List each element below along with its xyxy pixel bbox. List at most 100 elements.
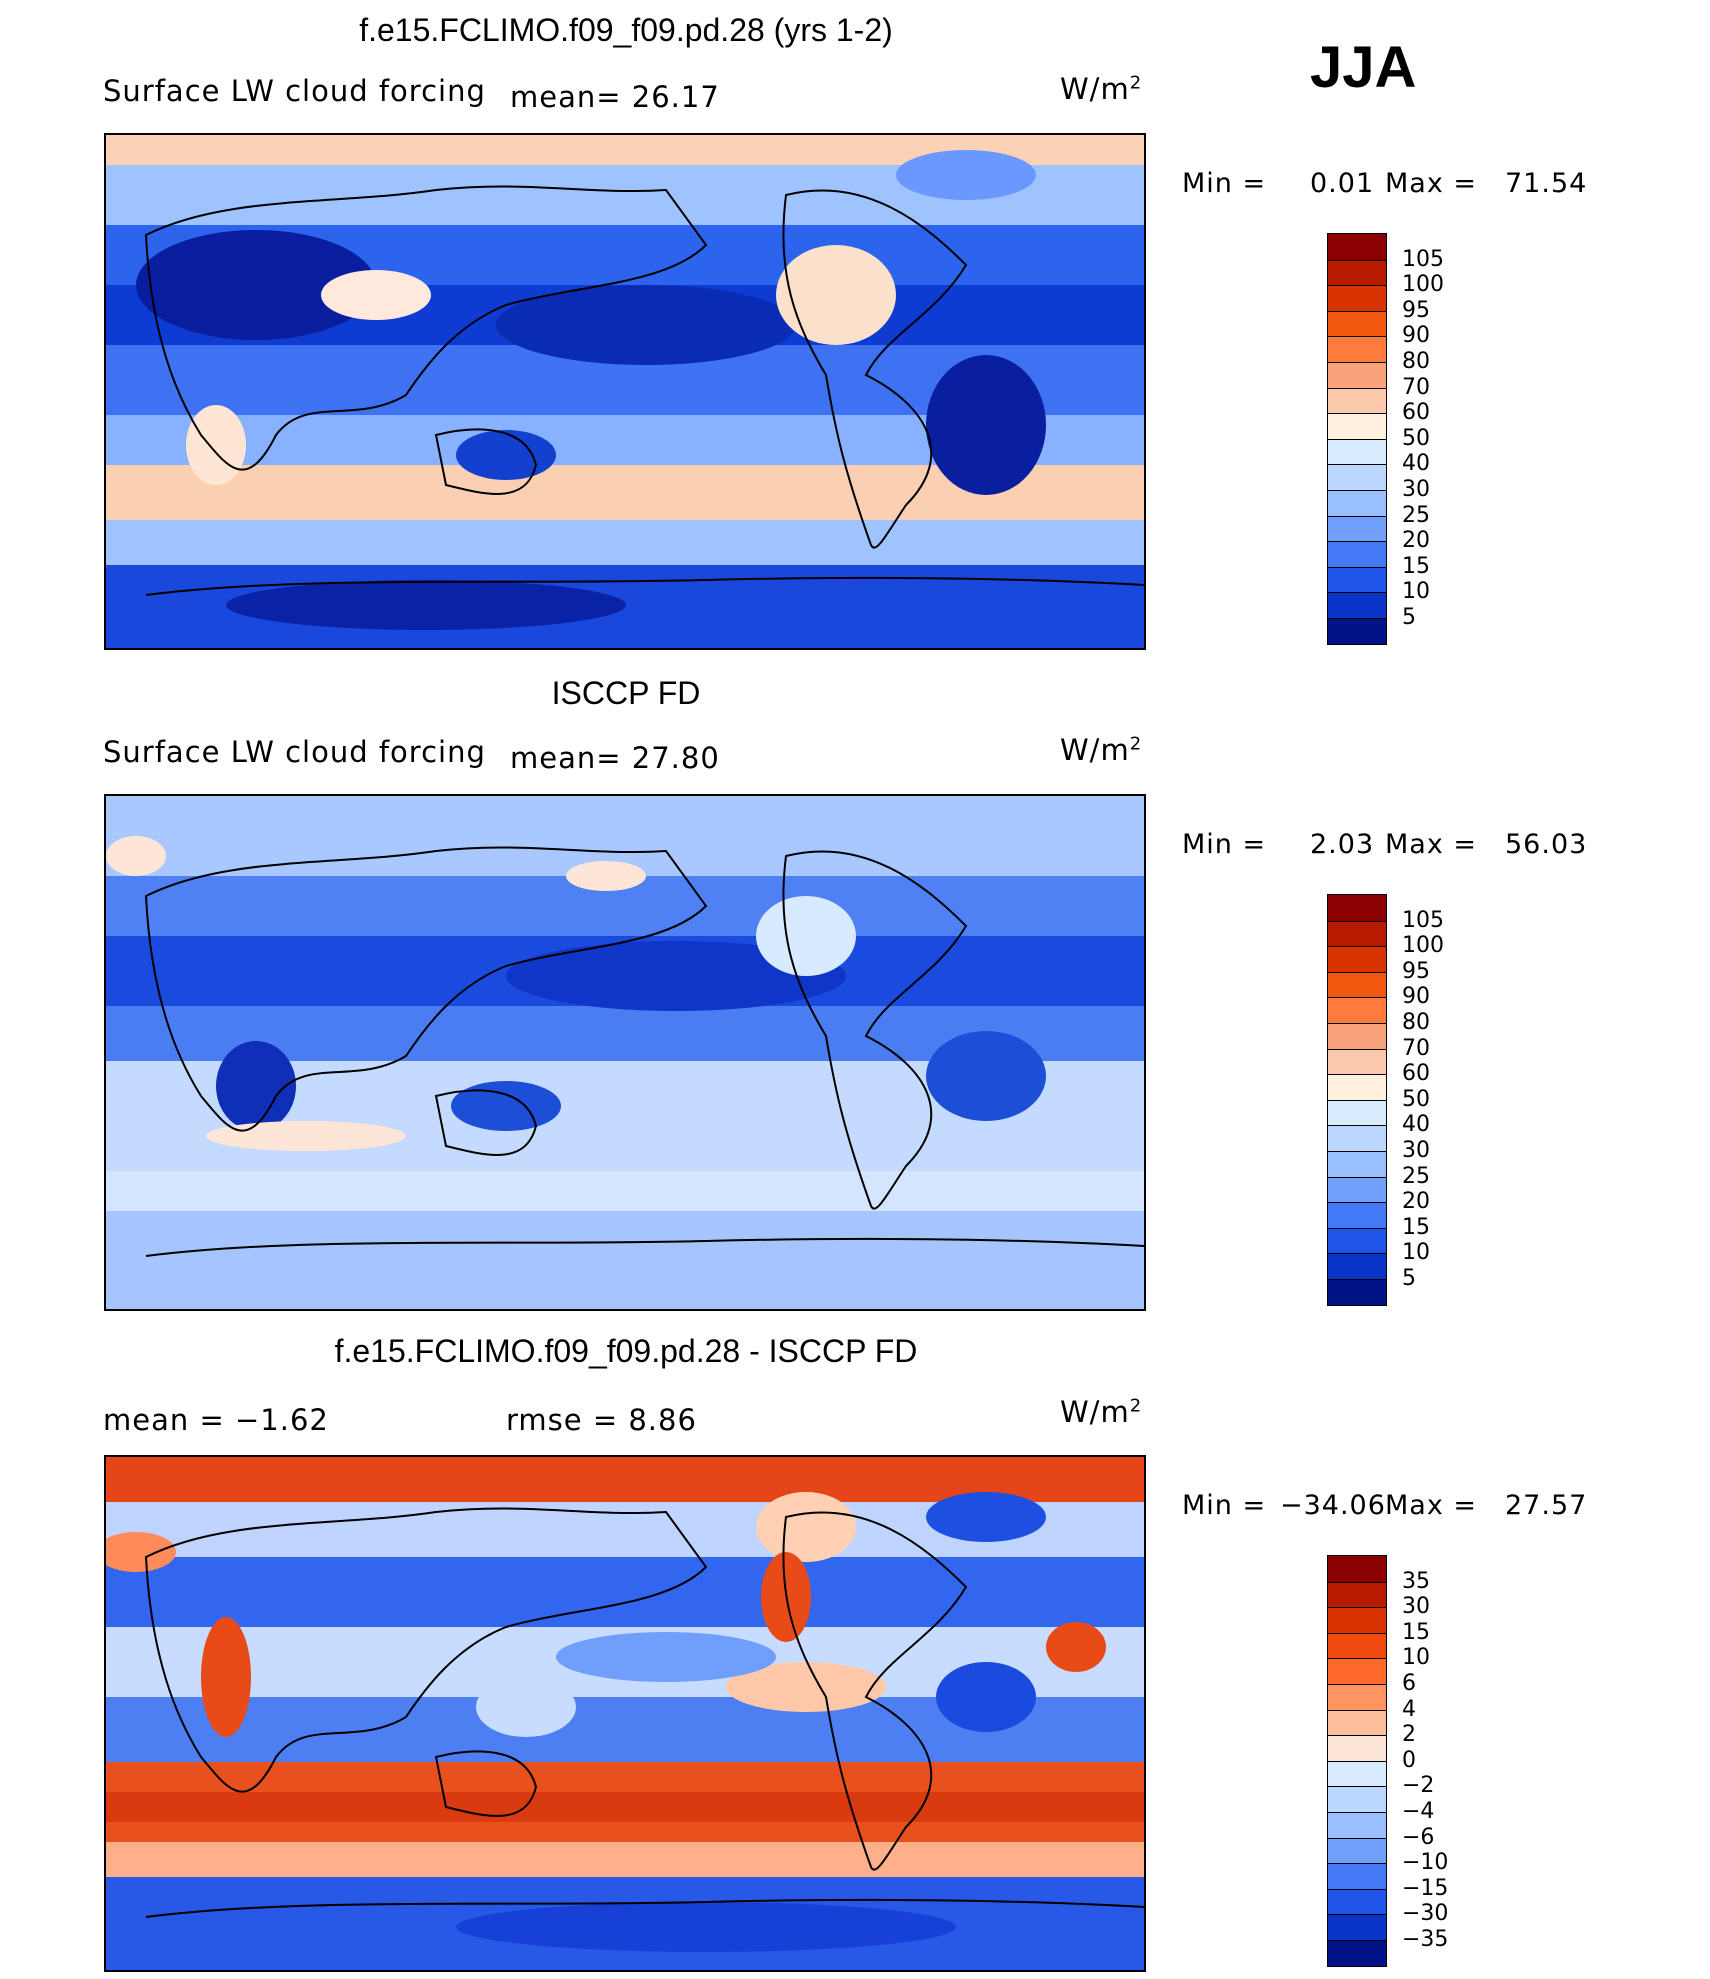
colorbar-tick-label: 105 — [1402, 907, 1444, 933]
colorbar-swatch — [1328, 1202, 1386, 1228]
panel-3-rmse: rmse = 8.86 — [506, 1403, 697, 1437]
colorbar-swatch — [1328, 1786, 1386, 1812]
colorbar-tick-label: 70 — [1402, 1035, 1430, 1061]
colorbar-swatch — [1328, 515, 1386, 542]
colorbar-swatch — [1328, 946, 1386, 972]
difference-map — [104, 1455, 1146, 1972]
colorbar-swatch — [1328, 1022, 1386, 1049]
colorbar-swatch — [1328, 259, 1386, 286]
colorbar-swatch — [1328, 1709, 1386, 1736]
panel-1-min-value: 0.01 — [1310, 168, 1375, 199]
colorbar-swatch — [1328, 361, 1386, 388]
colorbar-tick-label: 60 — [1402, 1061, 1430, 1087]
colorbar-swatch — [1328, 1863, 1386, 1889]
colorbar-swatch — [1328, 566, 1386, 593]
colorbar-tick-label: −10 — [1402, 1850, 1449, 1876]
colorbar-swatch — [1328, 1939, 1386, 1966]
colorbar-tick-label: −6 — [1402, 1824, 1435, 1850]
colorbar-tick-label: 10 — [1402, 1645, 1430, 1671]
colorbar-swatch — [1328, 234, 1386, 260]
colorbar-swatch — [1328, 971, 1386, 998]
colorbar-tick-label: 35 — [1402, 1568, 1430, 1594]
colorbar-tick-label: 95 — [1402, 297, 1430, 323]
colorbar-tick-label: −15 — [1402, 1875, 1449, 1901]
colorbar-swatch — [1328, 617, 1386, 644]
colorbar-swatch — [1328, 1074, 1386, 1100]
colorbar-tick-label: 15 — [1402, 553, 1430, 579]
colorbar-tick-label: 100 — [1402, 933, 1444, 959]
panel-2-max-value: 56.03 — [1505, 829, 1588, 860]
colorbar-tick-label: 20 — [1402, 1189, 1430, 1215]
panel-3-max-value: 27.57 — [1505, 1490, 1588, 1521]
panel-2-variable: Surface LW cloud forcing — [103, 735, 486, 769]
colorbar-swatch — [1328, 1176, 1386, 1203]
colorbar-tick-label: 80 — [1402, 1010, 1430, 1035]
colorbar-swatch — [1328, 592, 1386, 618]
colorbar-swatch — [1328, 895, 1386, 921]
colorbar-swatch — [1328, 1150, 1386, 1177]
colorbar-swatch — [1328, 920, 1386, 947]
colorbar-swatch — [1328, 1227, 1386, 1254]
panel-1-variable: Surface LW cloud forcing — [103, 74, 486, 108]
colorbar-swatch — [1328, 336, 1386, 362]
panel-1-title: f.e15.FCLIMO.f09_f09.pd.28 (yrs 1-2) — [359, 12, 893, 48]
panel-1-colorbar — [1327, 233, 1387, 645]
colorbar-tick-label: 50 — [1402, 425, 1430, 451]
colorbar-tick-label: −30 — [1402, 1901, 1449, 1927]
colorbar-tick-label: 30 — [1402, 477, 1430, 502]
colorbar-tick-label: 25 — [1402, 1163, 1430, 1189]
panel-2-max-label: Max = — [1385, 829, 1478, 860]
colorbar-tick-label: 40 — [1402, 451, 1430, 477]
panel-2-min-label: Min = — [1182, 829, 1267, 860]
panel-3-min-value: −34.06 — [1280, 1490, 1386, 1521]
colorbar-tick-label: 10 — [1402, 1240, 1430, 1266]
colorbar-tick-label: 0 — [1402, 1747, 1416, 1773]
colorbar-swatch — [1328, 310, 1386, 337]
colorbar-swatch — [1328, 1837, 1386, 1864]
colorbar-tick-label: −2 — [1402, 1773, 1435, 1799]
model-lw-cloud-forcing-map — [104, 133, 1146, 650]
colorbar-tick-label: 90 — [1402, 984, 1430, 1010]
panel-3-mean: mean = −1.62 — [103, 1403, 329, 1437]
panel-1-mean: mean= 26.17 — [510, 80, 720, 114]
colorbar-swatch — [1328, 1683, 1386, 1710]
colorbar-tick-label: 60 — [1402, 400, 1430, 426]
panel-2-mean: mean= 27.80 — [510, 741, 720, 775]
colorbar-swatch — [1328, 1914, 1386, 1940]
colorbar-swatch — [1328, 1556, 1386, 1582]
colorbar-tick-label: 30 — [1402, 1138, 1430, 1163]
obs-lw-cloud-forcing-map — [104, 794, 1146, 1311]
colorbar-swatch — [1328, 1888, 1386, 1915]
colorbar-swatch — [1328, 1253, 1386, 1279]
colorbar-swatch — [1328, 1735, 1386, 1761]
colorbar-swatch — [1328, 387, 1386, 414]
colorbar-swatch — [1328, 541, 1386, 567]
colorbar-swatch — [1328, 438, 1386, 465]
colorbar-swatch — [1328, 997, 1386, 1023]
colorbar-tick-label: −4 — [1402, 1799, 1435, 1824]
colorbar-tick-label: 5 — [1402, 1266, 1416, 1291]
panel-3-title: f.e15.FCLIMO.f09_f09.pd.28 - ISCCP FD — [334, 1333, 918, 1369]
panel-2-min-value: 2.03 — [1310, 829, 1375, 860]
panel-2-units: W/m2 — [1060, 733, 1143, 767]
colorbar-swatch — [1328, 1581, 1386, 1608]
colorbar-swatch — [1328, 1048, 1386, 1075]
colorbar-tick-label: 10 — [1402, 579, 1430, 605]
colorbar-tick-label: 4 — [1402, 1696, 1416, 1722]
colorbar-tick-label: 95 — [1402, 958, 1430, 984]
colorbar-tick-label: 90 — [1402, 323, 1430, 349]
season-label: JJA — [1310, 35, 1417, 100]
colorbar-tick-label: 25 — [1402, 502, 1430, 528]
colorbar-swatch — [1328, 1760, 1386, 1787]
colorbar-tick-label: 30 — [1402, 1594, 1430, 1620]
colorbar-swatch — [1328, 285, 1386, 311]
panel-1-max-label: Max = — [1385, 168, 1478, 199]
colorbar-swatch — [1328, 1811, 1386, 1838]
colorbar-tick-label: 20 — [1402, 528, 1430, 554]
panel-1-max-value: 71.54 — [1505, 168, 1588, 199]
panel-1-min-label: Min = — [1182, 168, 1267, 199]
colorbar-swatch — [1328, 1658, 1386, 1684]
colorbar-tick-label: 15 — [1402, 1214, 1430, 1240]
colorbar-swatch — [1328, 464, 1386, 490]
colorbar-tick-label: 80 — [1402, 349, 1430, 374]
